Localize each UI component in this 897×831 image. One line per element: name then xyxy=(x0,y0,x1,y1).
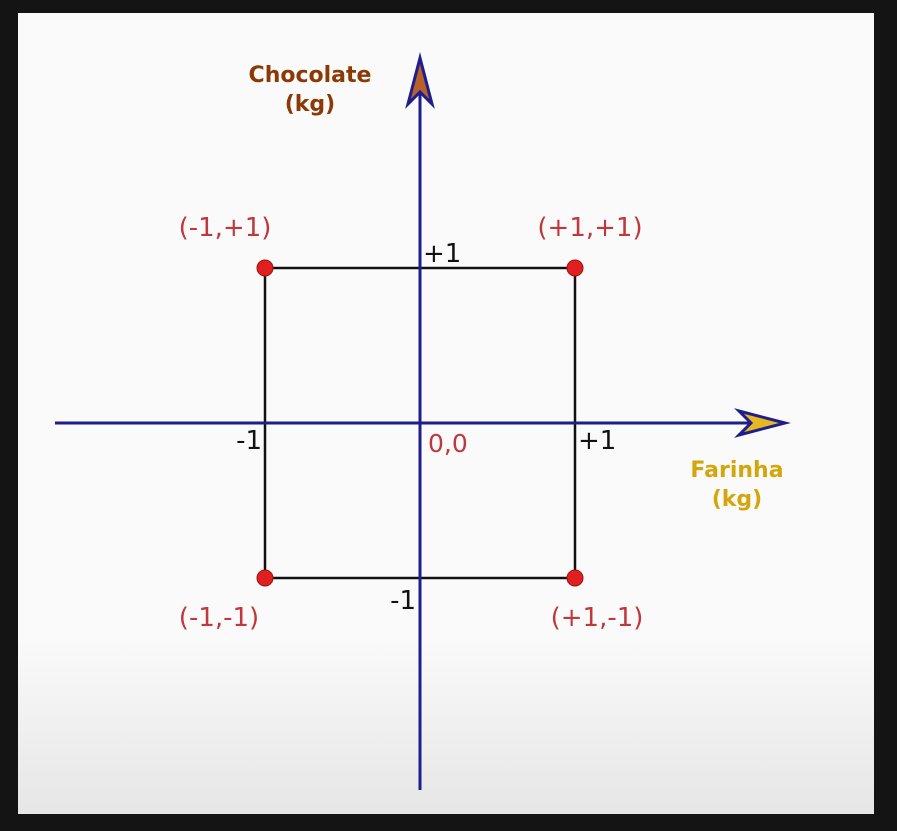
x-axis-title-line1: Farinha xyxy=(690,458,783,483)
y-axis-title-line1: Chocolate xyxy=(249,63,372,88)
tick-label-y-positive: +1 xyxy=(423,239,461,269)
point-label: (-1,+1) xyxy=(179,213,272,243)
point-label: (-1,-1) xyxy=(179,603,259,633)
design-point xyxy=(566,569,584,587)
point-label: (+1,-1) xyxy=(551,603,644,633)
point-label: (+1,+1) xyxy=(537,213,642,243)
diagram-background xyxy=(18,13,874,814)
design-point xyxy=(256,569,274,587)
y-axis-arrowhead xyxy=(405,52,435,109)
tick-label-x-negative: -1 xyxy=(236,426,262,456)
tick-label-y-negative: -1 xyxy=(390,586,416,616)
tick-label-x-positive: +1 xyxy=(578,426,616,456)
x-axis-arrowhead xyxy=(734,408,791,438)
x-axis-title-line2: (kg) xyxy=(712,487,763,512)
y-axis-title-line2: (kg) xyxy=(285,92,336,117)
origin-label: 0,0 xyxy=(428,429,468,458)
design-point xyxy=(256,259,274,277)
design-point xyxy=(566,259,584,277)
